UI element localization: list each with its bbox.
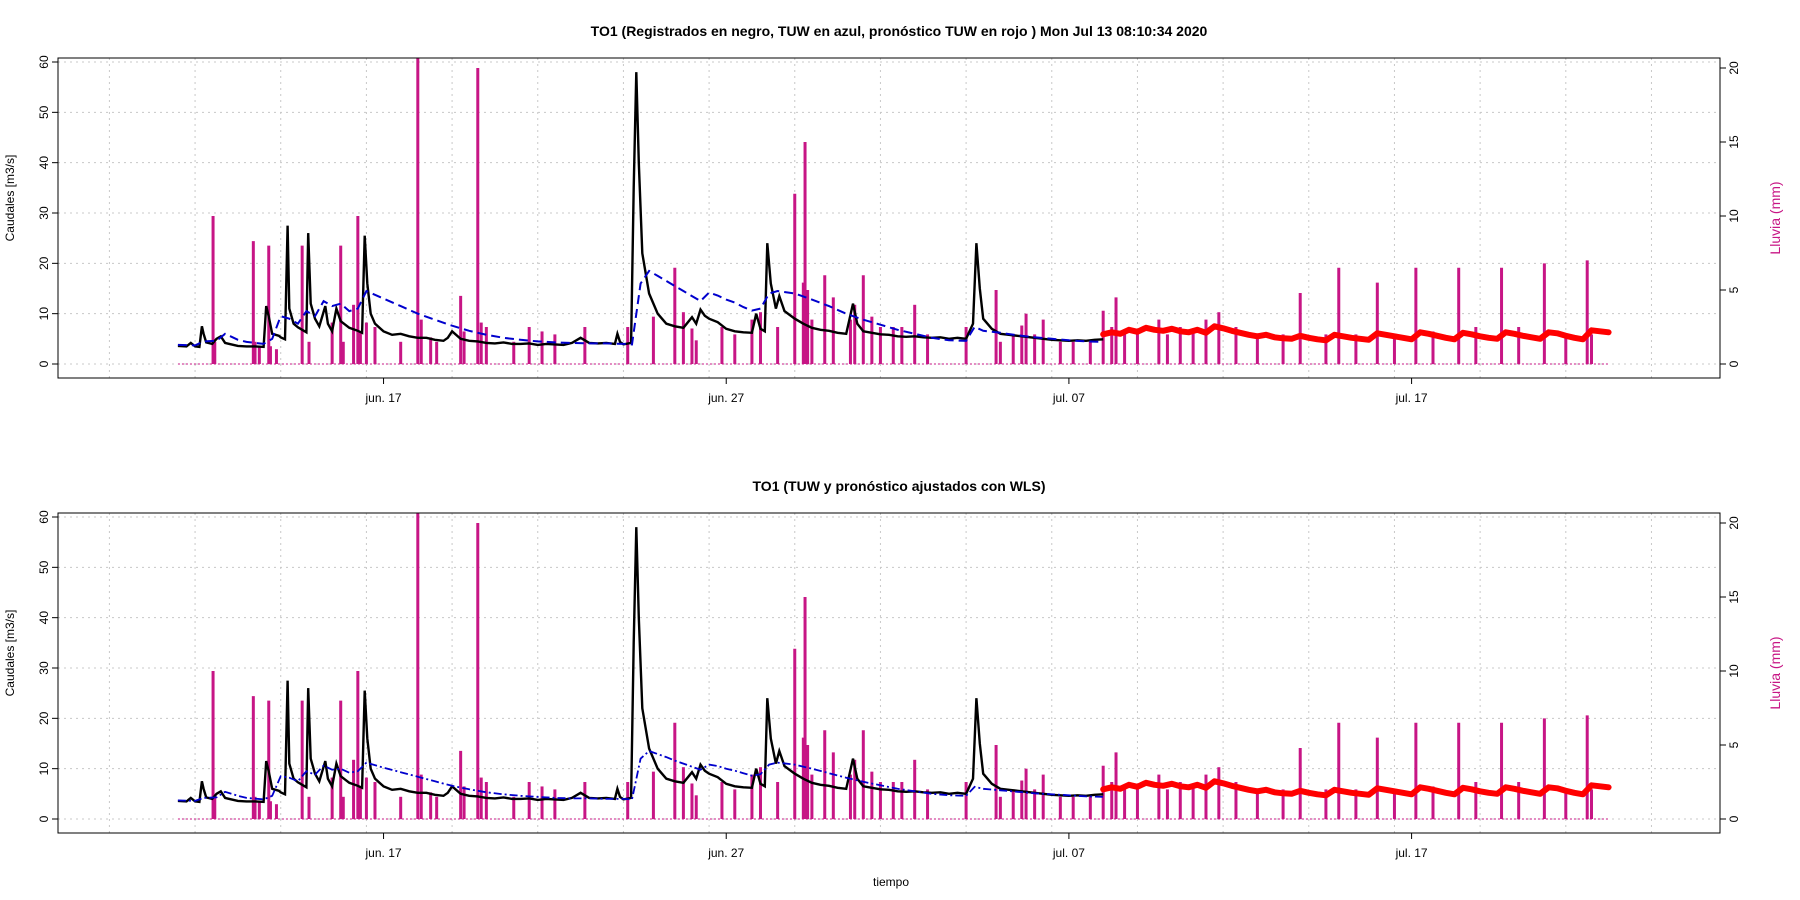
y-tick-label: 30 [37, 661, 51, 675]
forecast-series-line [1100, 778, 1612, 799]
x-tick-label: jun. 17 [365, 391, 402, 405]
y-tick-label: 60 [37, 55, 51, 69]
chart-title: TO1 (TUW y pronóstico ajustados con WLS) [753, 478, 1046, 494]
y-tick-label: 20 [37, 256, 51, 270]
y-axis-right: 0 5 10 15 20 Lluvia (mm) [1720, 516, 1783, 822]
y-tick-label: 40 [37, 611, 51, 625]
y2-tick-label: 20 [1727, 61, 1741, 75]
y-axis-right: 0 5 10 15 20 Lluvia (mm) [1720, 61, 1783, 367]
y-tick-label: 60 [37, 510, 51, 524]
y2-axis-title: Lluvia (mm) [1767, 181, 1783, 254]
chart-panel-2: TO1 (TUW y pronóstico ajustados con WLS)… [3, 478, 1783, 860]
forecast-series-line [1100, 323, 1612, 344]
y2-tick-label: 15 [1727, 590, 1741, 604]
simulated-series-line [177, 269, 1104, 347]
x-tick-label: jul. 07 [1052, 391, 1085, 405]
simulated-series-line [177, 749, 1104, 802]
plot-frame [57, 512, 1721, 834]
y2-tick-label: 10 [1727, 664, 1741, 678]
x-tick-label: jul. 17 [1395, 391, 1428, 405]
y-axis-title: Caudales [m3/s] [3, 155, 17, 242]
chart-title: TO1 (Registrados en negro, TUW en azul, … [591, 23, 1208, 39]
rain-series [177, 513, 1609, 820]
y-tick-label: 30 [37, 206, 51, 220]
x-axis-title: tiempo [873, 875, 909, 889]
y-tick-label: 10 [37, 307, 51, 321]
x-tick-label: jul. 17 [1395, 846, 1428, 860]
x-tick-label: jun. 17 [365, 846, 402, 860]
y2-tick-label: 0 [1727, 360, 1741, 367]
x-tick-label: jun. 27 [707, 391, 744, 405]
y-tick-label: 20 [37, 711, 51, 725]
y-tick-label: 50 [37, 105, 51, 119]
rain-series [177, 58, 1609, 365]
x-tick-label: jun. 27 [707, 846, 744, 860]
y2-tick-label: 5 [1727, 741, 1741, 748]
x-axis: jun. 17 jun. 27 jul. 07 jul. 17 [365, 378, 1428, 405]
y2-tick-label: 15 [1727, 135, 1741, 149]
observed-series-line [177, 72, 1104, 349]
y-tick-label: 10 [37, 762, 51, 776]
y-tick-label: 50 [37, 560, 51, 574]
y2-tick-label: 10 [1727, 209, 1741, 223]
y-axis-left: 0 10 20 30 40 50 60 Caudales [m3/s] [3, 510, 58, 822]
x-axis: jun. 17 jun. 27 jul. 07 jul. 17 [365, 833, 1428, 860]
y-axis-left: 0 10 20 30 40 50 60 Caudales [m3/s] [3, 55, 58, 367]
plot-frame [57, 57, 1721, 379]
y-axis-title: Caudales [m3/s] [3, 610, 17, 697]
x-tick-label: jul. 07 [1052, 846, 1085, 860]
y2-tick-label: 0 [1727, 815, 1741, 822]
chart-panel-1: TO1 (Registrados en negro, TUW en azul, … [3, 23, 1783, 405]
y2-tick-label: 5 [1727, 286, 1741, 293]
y-tick-label: 0 [37, 360, 51, 367]
y-tick-label: 0 [37, 815, 51, 822]
y-tick-label: 40 [37, 156, 51, 170]
y2-axis-title: Lluvia (mm) [1767, 636, 1783, 709]
y2-tick-label: 20 [1727, 516, 1741, 530]
